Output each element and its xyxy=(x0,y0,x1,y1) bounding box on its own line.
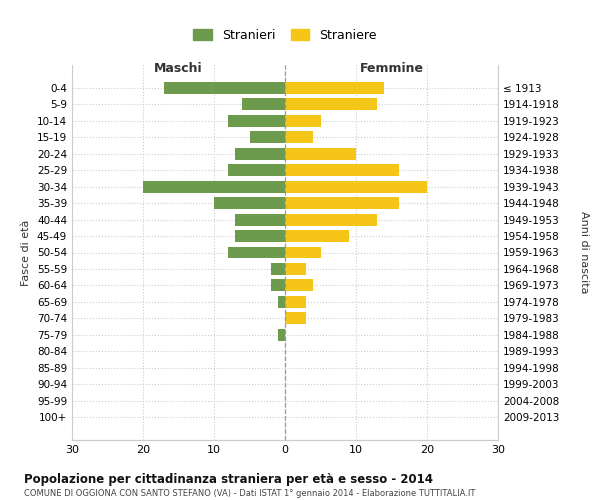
Bar xyxy=(285,164,398,176)
Bar xyxy=(271,280,285,291)
Bar xyxy=(285,148,356,160)
Bar xyxy=(214,197,285,209)
Y-axis label: Anni di nascita: Anni di nascita xyxy=(579,211,589,294)
Bar xyxy=(235,230,285,242)
Bar xyxy=(285,263,307,275)
Text: Maschi: Maschi xyxy=(154,62,203,75)
Bar xyxy=(278,329,285,340)
Bar xyxy=(278,296,285,308)
Bar xyxy=(271,263,285,275)
Bar xyxy=(228,246,285,258)
Bar xyxy=(250,132,285,143)
Bar xyxy=(285,115,320,127)
Text: Femmine: Femmine xyxy=(359,62,424,75)
Bar xyxy=(285,132,313,143)
Bar xyxy=(285,246,320,258)
Bar xyxy=(242,98,285,110)
Bar xyxy=(228,115,285,127)
Bar xyxy=(228,164,285,176)
Text: Popolazione per cittadinanza straniera per età e sesso - 2014: Popolazione per cittadinanza straniera p… xyxy=(24,472,433,486)
Bar xyxy=(285,98,377,110)
Text: COMUNE DI OGGIONA CON SANTO STEFANO (VA) - Dati ISTAT 1° gennaio 2014 - Elaboraz: COMUNE DI OGGIONA CON SANTO STEFANO (VA)… xyxy=(24,489,475,498)
Bar xyxy=(285,312,307,324)
Bar xyxy=(285,280,313,291)
Bar xyxy=(143,181,285,192)
Bar xyxy=(285,214,377,226)
Legend: Stranieri, Straniere: Stranieri, Straniere xyxy=(187,22,383,48)
Bar xyxy=(285,82,385,94)
Bar xyxy=(285,230,349,242)
Bar xyxy=(285,296,307,308)
Y-axis label: Fasce di età: Fasce di età xyxy=(22,220,31,286)
Bar xyxy=(164,82,285,94)
Bar xyxy=(285,197,398,209)
Bar xyxy=(235,148,285,160)
Bar xyxy=(235,214,285,226)
Bar xyxy=(285,181,427,192)
